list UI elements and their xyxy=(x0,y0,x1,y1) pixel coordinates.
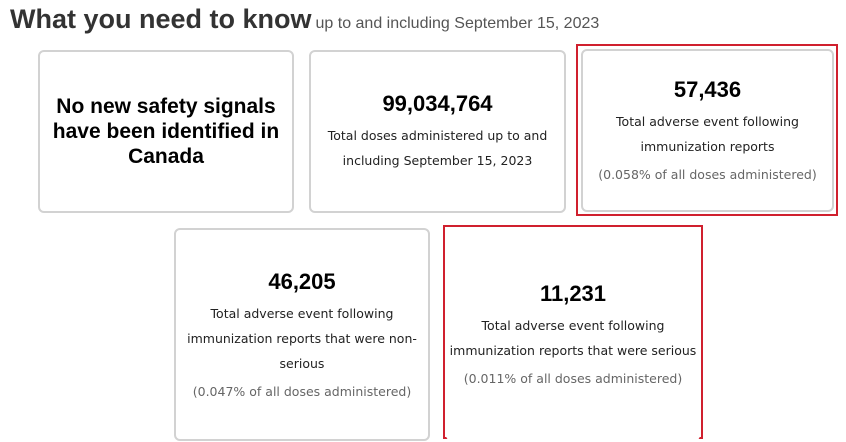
total-reports-percent: (0.058% of all doses administered) xyxy=(598,167,817,182)
serious-reports-description: Total adverse event following immunizati… xyxy=(449,318,697,358)
section-heading: What you need to know up to and including… xyxy=(10,4,599,35)
doses-administered-description: Total doses administered up to and inclu… xyxy=(327,128,548,168)
total-reports-description: Total adverse event following immunizati… xyxy=(616,114,799,154)
page-subtitle: up to and including September 15, 2023 xyxy=(315,15,600,32)
non-serious-reports-number: 46,205 xyxy=(268,268,336,294)
total-reports-number: 57,436 xyxy=(673,77,742,102)
total-reports-card: 57,436 Total adverse event following imm… xyxy=(581,49,834,212)
safety-signal-card: No new safety signals have been identifi… xyxy=(38,50,294,213)
serious-reports-percent: (0.011% of all doses administered) xyxy=(463,371,683,386)
serious-reports-number: 11,231 xyxy=(539,281,607,306)
doses-administered-number: 99,034,764 xyxy=(382,91,493,116)
serious-reports-card: 11,231 Total adverse event following imm… xyxy=(446,228,700,441)
highlight-frame-total-reports xyxy=(576,44,838,216)
non-serious-reports-card: 46,205 Total adverse event following imm… xyxy=(174,228,430,441)
non-serious-reports-description: Total adverse event following immunizati… xyxy=(187,305,417,371)
non-serious-reports-percent: (0.047% of all doses administered) xyxy=(192,383,412,399)
safety-signal-statement: No new safety signals have been identifi… xyxy=(52,95,280,168)
doses-administered-card: 99,034,764 Total doses administered up t… xyxy=(309,50,566,213)
page-title: What you need to know xyxy=(10,4,312,34)
